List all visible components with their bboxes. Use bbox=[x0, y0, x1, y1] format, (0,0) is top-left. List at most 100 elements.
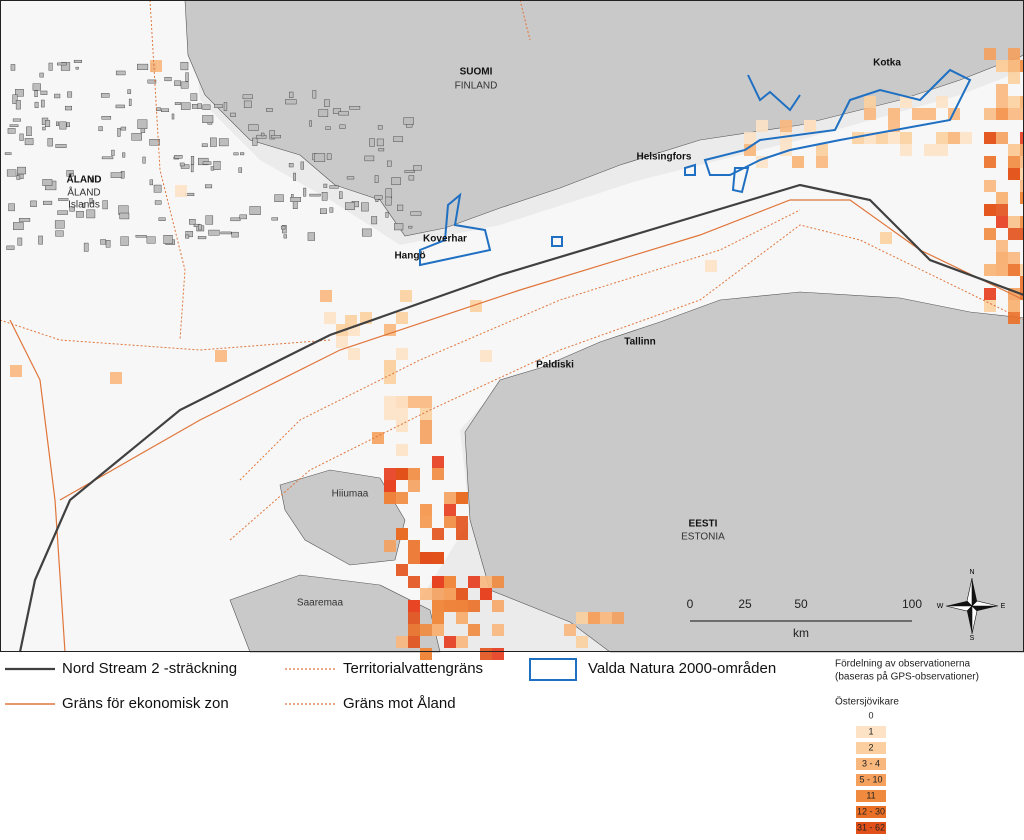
island bbox=[66, 170, 74, 177]
island bbox=[220, 231, 232, 235]
grid-cell bbox=[984, 180, 996, 192]
grid-cell bbox=[1020, 216, 1024, 228]
island bbox=[307, 232, 315, 241]
grid-cell bbox=[984, 156, 996, 168]
island bbox=[55, 230, 64, 237]
island bbox=[83, 242, 89, 252]
archipelago bbox=[4, 59, 422, 252]
island bbox=[285, 99, 297, 105]
island bbox=[202, 115, 214, 123]
island bbox=[34, 90, 38, 98]
island bbox=[15, 89, 24, 97]
grid-cell bbox=[1020, 60, 1024, 72]
island bbox=[156, 107, 161, 111]
grid-cell bbox=[1020, 108, 1024, 120]
island bbox=[54, 220, 65, 229]
grid-cell bbox=[408, 468, 420, 480]
island bbox=[243, 100, 252, 108]
island bbox=[137, 63, 149, 70]
grid-cell bbox=[612, 612, 624, 624]
grid-cell bbox=[780, 120, 792, 132]
legend-area bbox=[529, 658, 577, 681]
legend-class-label: 1 bbox=[868, 726, 873, 736]
place-label: Helsingfors bbox=[636, 152, 691, 163]
grid-cell bbox=[408, 636, 420, 648]
grid-cell bbox=[492, 648, 504, 660]
island bbox=[102, 200, 108, 210]
place-label: Paldiski bbox=[536, 360, 574, 371]
island bbox=[329, 207, 334, 213]
island bbox=[230, 217, 241, 222]
island bbox=[171, 113, 175, 120]
grid-cell bbox=[468, 624, 480, 636]
grid-cell bbox=[396, 528, 408, 540]
island bbox=[202, 161, 212, 165]
grid-cell bbox=[912, 108, 924, 120]
island bbox=[320, 208, 327, 214]
grid-cell bbox=[984, 132, 996, 144]
island bbox=[42, 179, 53, 186]
grid-cell bbox=[996, 84, 1008, 96]
island bbox=[371, 216, 378, 225]
grid-cell bbox=[420, 648, 432, 660]
island bbox=[210, 137, 217, 147]
estonia-land bbox=[464, 291, 1024, 653]
island bbox=[19, 133, 24, 141]
grid-cell bbox=[1008, 72, 1020, 84]
island bbox=[180, 164, 190, 169]
grid-cell bbox=[1020, 228, 1024, 240]
grid-cell bbox=[396, 312, 408, 324]
grid-cell bbox=[175, 185, 187, 197]
island bbox=[55, 144, 67, 148]
grid-cell bbox=[705, 260, 717, 272]
grid-cell bbox=[432, 612, 444, 624]
island bbox=[105, 240, 111, 248]
island bbox=[60, 62, 71, 71]
island bbox=[326, 153, 332, 160]
place-label: SUOMI bbox=[460, 67, 493, 78]
island bbox=[82, 203, 85, 208]
island bbox=[190, 93, 198, 101]
island bbox=[10, 64, 16, 71]
island bbox=[32, 83, 41, 91]
legend-species: Östersjövikare bbox=[835, 696, 899, 708]
island bbox=[261, 132, 265, 137]
grid-cell bbox=[384, 408, 396, 420]
island bbox=[190, 164, 194, 173]
grid-cell bbox=[576, 612, 588, 624]
island bbox=[45, 120, 51, 127]
island bbox=[240, 152, 245, 156]
grid-cell bbox=[396, 468, 408, 480]
island bbox=[12, 94, 18, 104]
island bbox=[17, 237, 23, 246]
island bbox=[213, 160, 221, 170]
grid-cell bbox=[1020, 276, 1024, 288]
grid-cell bbox=[1008, 108, 1020, 120]
island bbox=[115, 104, 125, 109]
island bbox=[280, 225, 286, 230]
island bbox=[403, 117, 414, 125]
island bbox=[147, 79, 157, 84]
island bbox=[174, 80, 181, 86]
place-label: Hiiumaa bbox=[332, 489, 369, 500]
island bbox=[338, 111, 349, 116]
island bbox=[230, 112, 236, 117]
island bbox=[101, 156, 114, 160]
island bbox=[158, 217, 166, 221]
grid-cell bbox=[1020, 192, 1024, 204]
island bbox=[378, 148, 385, 152]
place-label: Hangö bbox=[394, 251, 425, 262]
grid-cell bbox=[420, 408, 432, 420]
grid-cell bbox=[456, 492, 468, 504]
island bbox=[122, 152, 126, 158]
island bbox=[386, 160, 392, 167]
island bbox=[59, 121, 67, 130]
island bbox=[274, 194, 284, 202]
compass-star bbox=[945, 605, 973, 612]
island bbox=[270, 135, 281, 139]
island bbox=[233, 152, 239, 156]
legend-swatch bbox=[856, 806, 886, 818]
island bbox=[137, 119, 148, 129]
grid-cell bbox=[408, 612, 420, 624]
